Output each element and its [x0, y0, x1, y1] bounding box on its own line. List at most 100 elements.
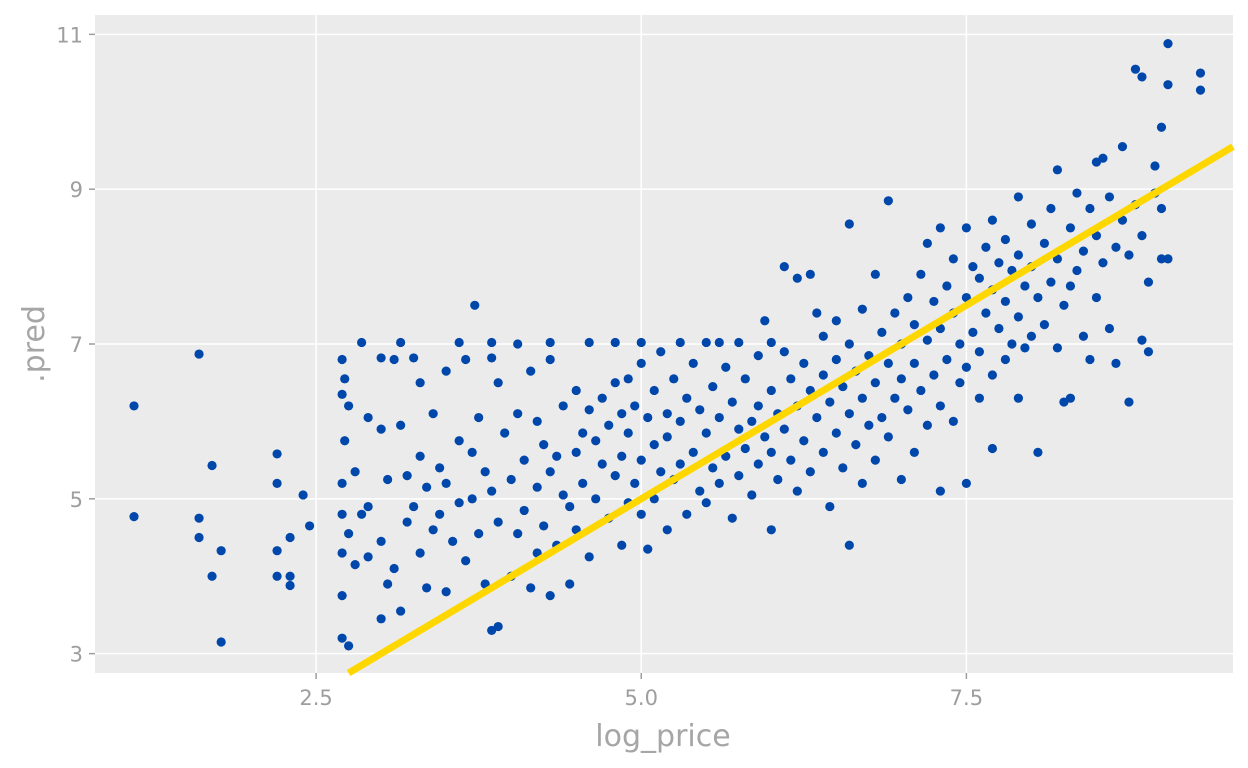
- data-point: [734, 471, 744, 481]
- data-point: [1104, 192, 1115, 202]
- data-point: [467, 447, 477, 457]
- data-point: [357, 337, 367, 348]
- data-point: [890, 393, 900, 403]
- data-point: [825, 397, 835, 407]
- data-point: [1163, 80, 1173, 90]
- data-point: [636, 358, 646, 368]
- data-point: [552, 451, 562, 461]
- data-point: [584, 337, 594, 348]
- data-point: [981, 242, 991, 252]
- data-point: [565, 579, 575, 589]
- data-point: [779, 261, 789, 272]
- data-point: [805, 467, 815, 477]
- data-point: [883, 196, 893, 206]
- data-point: [662, 525, 672, 535]
- data-point: [695, 405, 705, 415]
- data-point: [1163, 254, 1173, 264]
- data-point: [656, 467, 666, 477]
- data-point: [545, 590, 555, 601]
- data-point: [844, 540, 854, 550]
- data-point: [1091, 292, 1102, 303]
- data-point: [526, 583, 536, 593]
- data-point: [935, 401, 945, 411]
- data-point: [1143, 347, 1154, 357]
- data-point: [955, 378, 965, 388]
- data-point: [571, 447, 581, 457]
- data-point: [194, 532, 204, 543]
- data-point: [682, 393, 692, 403]
- data-point: [896, 474, 906, 485]
- data-point: [454, 436, 464, 446]
- data-point: [961, 362, 971, 372]
- data-point: [1065, 393, 1076, 403]
- data-point: [1020, 281, 1030, 291]
- data-point: [470, 300, 480, 310]
- data-point: [818, 447, 828, 457]
- data-point: [753, 459, 763, 469]
- data-point: [513, 339, 523, 349]
- data-point: [851, 440, 861, 450]
- data-point: [1130, 64, 1141, 74]
- data-point: [409, 353, 419, 363]
- data-point: [571, 385, 581, 396]
- data-point: [591, 494, 601, 504]
- y-tick-label: 11: [56, 23, 83, 47]
- data-point: [1046, 277, 1056, 287]
- data-point: [357, 509, 367, 519]
- data-point: [701, 498, 711, 508]
- data-point: [1020, 343, 1030, 353]
- data-point: [1195, 85, 1206, 95]
- data-point: [493, 378, 503, 388]
- data-point: [545, 467, 555, 477]
- data-points: [129, 39, 1206, 651]
- y-tick-label: 7: [70, 333, 83, 357]
- data-point: [337, 478, 347, 488]
- data-point: [812, 308, 822, 318]
- x-tick-label: 2.5: [299, 686, 332, 710]
- data-point: [987, 215, 997, 225]
- data-point: [675, 459, 685, 469]
- data-point: [831, 316, 841, 326]
- data-point: [948, 416, 958, 427]
- data-point: [474, 529, 484, 539]
- data-point: [409, 501, 419, 512]
- data-point: [376, 536, 386, 547]
- data-point: [344, 401, 354, 411]
- data-point: [337, 633, 347, 643]
- data-point: [422, 583, 432, 593]
- data-point: [578, 478, 588, 488]
- data-point: [207, 460, 217, 471]
- data-point: [825, 501, 835, 512]
- data-point: [753, 351, 763, 361]
- data-point: [955, 339, 965, 349]
- data-point: [1111, 358, 1121, 368]
- data-point: [428, 525, 438, 535]
- x-tick-label: 7.5: [950, 686, 983, 710]
- data-point: [636, 337, 646, 348]
- data-point: [844, 409, 854, 419]
- data-point: [129, 401, 139, 411]
- data-point: [870, 378, 880, 388]
- data-point: [779, 347, 789, 357]
- data-point: [584, 405, 594, 415]
- data-point: [350, 467, 360, 477]
- data-point: [649, 385, 659, 396]
- data-point: [721, 362, 731, 372]
- data-point: [656, 347, 666, 357]
- data-point: [1039, 320, 1050, 330]
- data-point: [935, 223, 945, 233]
- data-point: [1026, 331, 1037, 341]
- data-point: [695, 486, 705, 496]
- data-point: [734, 424, 744, 434]
- data-point: [376, 614, 386, 624]
- data-point: [216, 546, 226, 556]
- data-point: [714, 412, 724, 423]
- data-point: [870, 269, 880, 279]
- data-point: [376, 424, 386, 434]
- data-point: [1078, 246, 1089, 256]
- data-point: [480, 467, 490, 477]
- data-point: [519, 505, 529, 516]
- data-point: [799, 358, 809, 368]
- data-point: [1013, 192, 1024, 202]
- y-tick-label: 5: [70, 488, 83, 512]
